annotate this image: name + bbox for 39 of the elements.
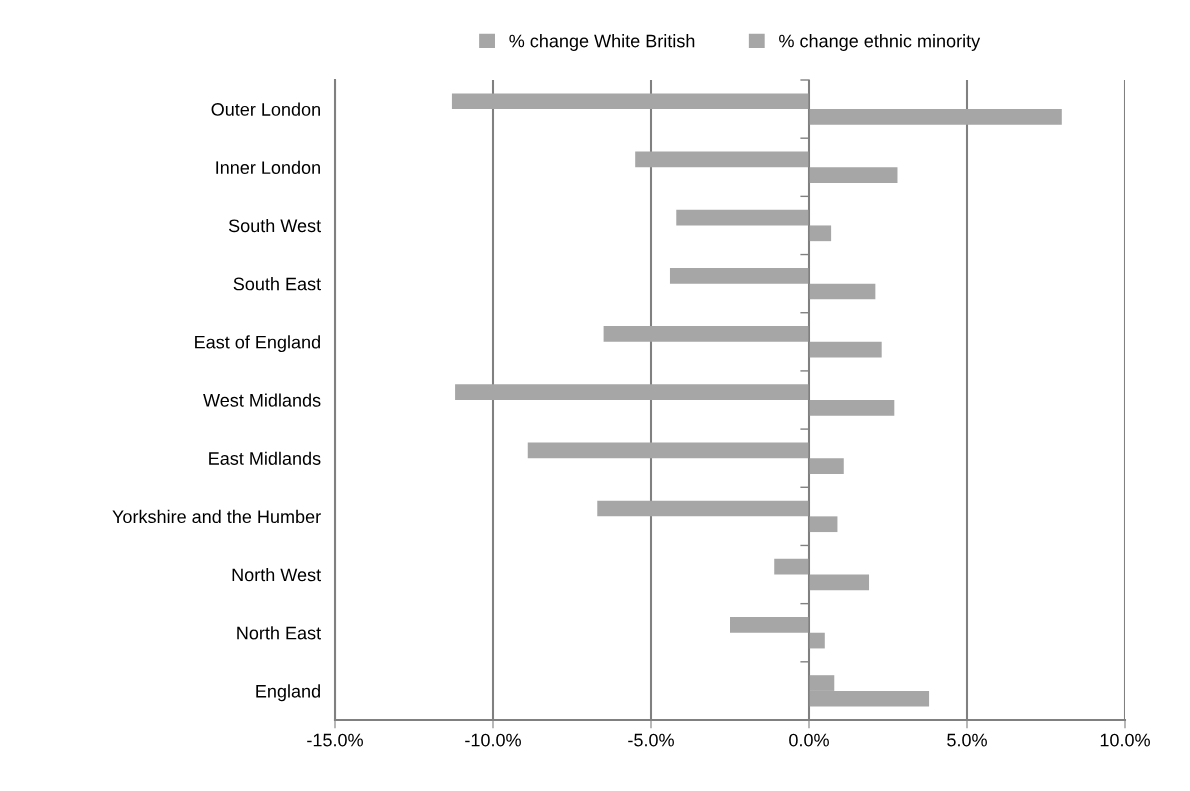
- x-tick-label: 10.0%: [1100, 733, 1150, 747]
- x-tick-label: -15.0%: [307, 733, 363, 747]
- y-tick-label: Inner London: [216, 160, 320, 174]
- x-tick-label: 0.0%: [789, 733, 829, 747]
- x-tick-label: 5.0%: [947, 733, 987, 747]
- bar: [809, 632, 825, 649]
- y-tick-label: Outer London: [211, 102, 320, 116]
- y-tick-label: North East: [237, 626, 321, 640]
- y-tick-label: North West: [232, 568, 321, 582]
- y-tick-label: East of England: [195, 335, 320, 353]
- bar: [809, 225, 832, 242]
- bar: [669, 267, 809, 284]
- y-tick-label: East Midlands: [209, 451, 321, 465]
- bar: [730, 617, 809, 633]
- bar: [809, 574, 870, 591]
- bar: [809, 167, 898, 183]
- bar: [676, 209, 809, 226]
- legend-label: % change ethnic minority: [779, 34, 981, 51]
- bar: [809, 341, 882, 358]
- x-tick-label: -10.0%: [465, 733, 521, 747]
- y-tick-label: South East: [233, 277, 321, 291]
- bar: [809, 400, 895, 416]
- bar: [809, 283, 876, 300]
- bar: [774, 558, 809, 575]
- bar: [603, 326, 809, 342]
- bar: [809, 458, 844, 474]
- bar: [635, 151, 809, 168]
- y-tick-label: South West: [228, 218, 321, 233]
- bar: [527, 442, 809, 459]
- bar: [455, 384, 809, 400]
- bar: [451, 93, 809, 110]
- bar: [809, 109, 1062, 125]
- bar: [809, 516, 838, 533]
- legend-label: % change White British: [509, 34, 695, 51]
- x-tick-label: -5.0%: [628, 733, 674, 747]
- y-tick-label: England: [256, 684, 320, 702]
- y-tick-label: West Midlands: [203, 393, 321, 407]
- y-tick-label: Yorkshire and the Humber: [112, 509, 321, 524]
- bar: [597, 500, 809, 517]
